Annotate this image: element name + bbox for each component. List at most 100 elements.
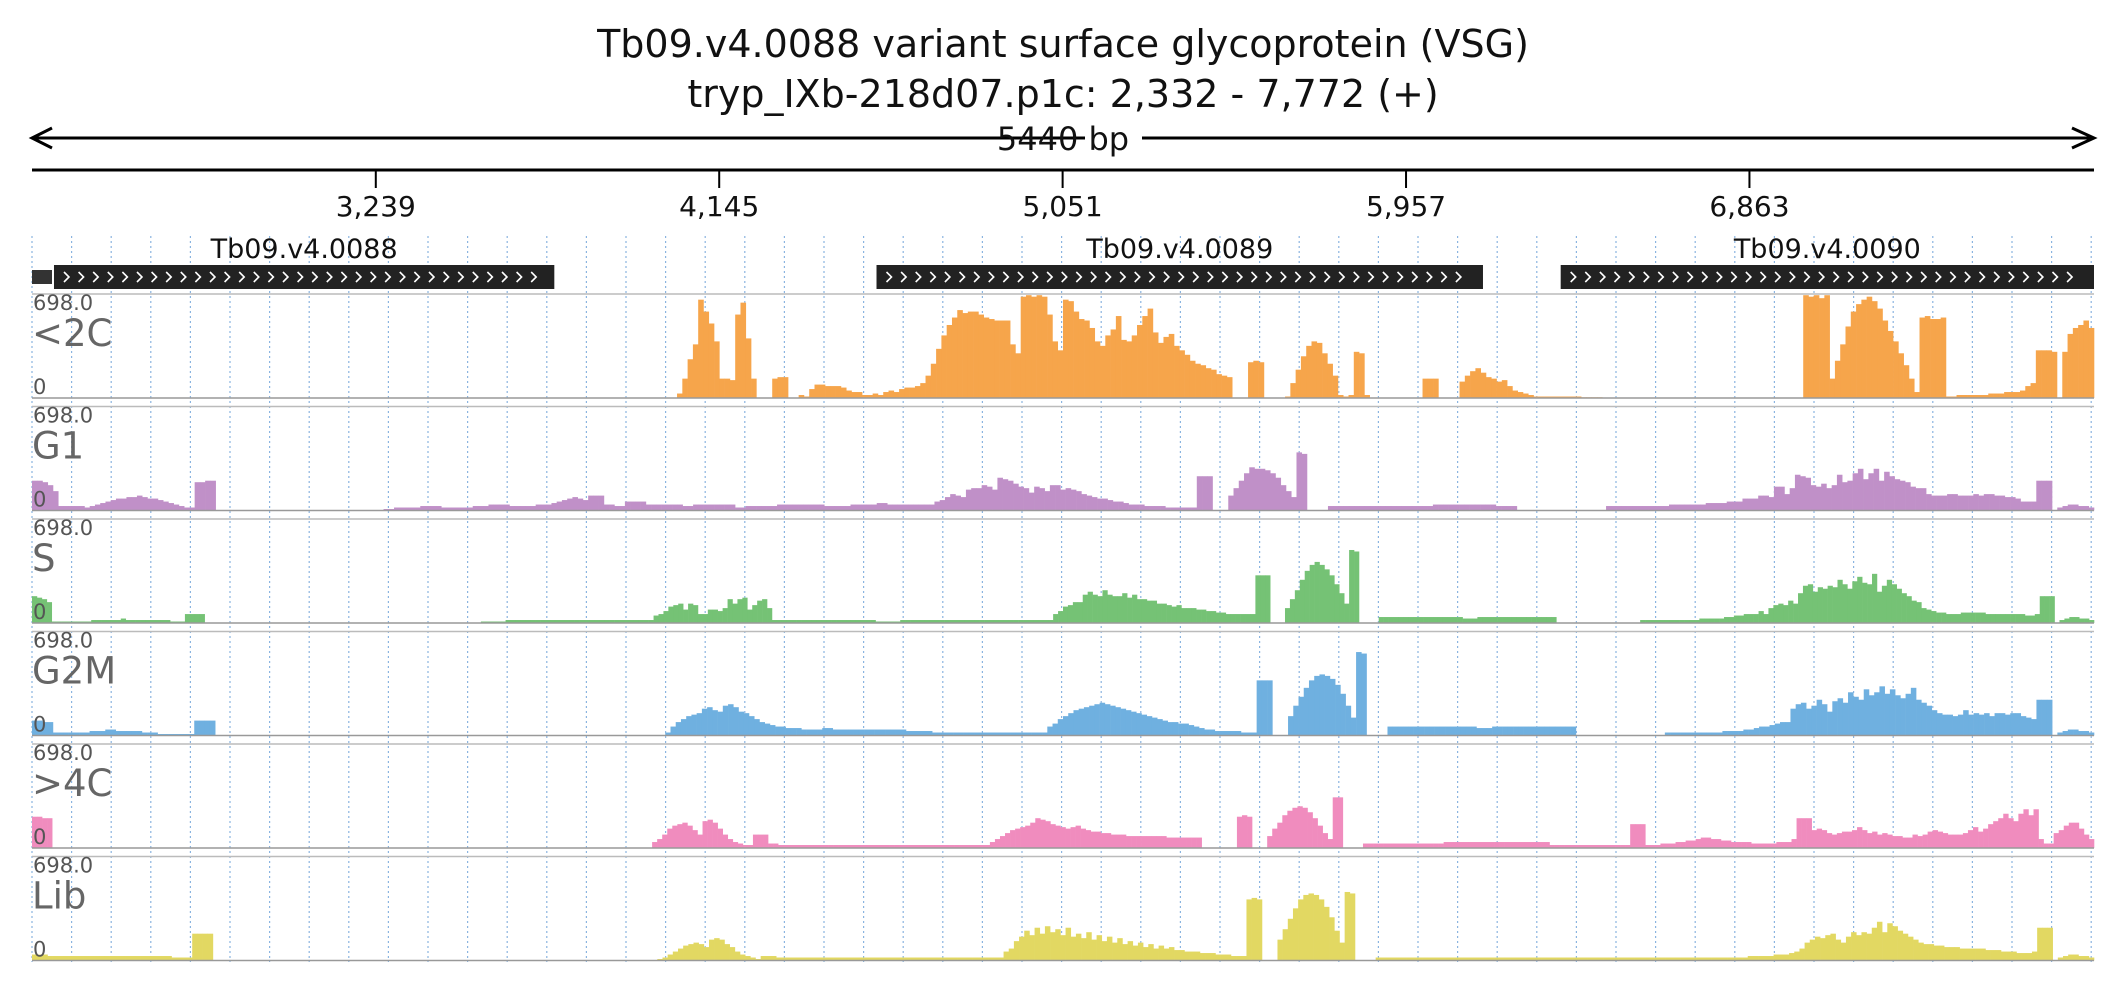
coverage-bar [1481,728,1488,736]
coverage-bar [1047,314,1053,398]
coverage-bar [905,957,911,961]
coverage-bar [1628,957,1635,961]
coverage-bar [1648,506,1654,511]
coverage-bar [1427,957,1433,961]
coverage-bar [1832,701,1838,736]
coverage-bar [1245,614,1251,623]
coverage-bar [1930,319,1936,398]
coverage-bar [2072,327,2079,398]
coverage-bar [1432,957,1438,961]
coverage-bar [1901,593,1907,623]
coverage-bar [1141,714,1148,736]
coverage-bar [1077,602,1084,623]
coverage-bar [2018,813,2024,848]
coverage-bar [1546,617,1552,623]
coverage-bar [165,620,171,623]
coverage-bar [673,605,679,623]
coverage-bar [1816,699,1823,736]
coverage-bar [1603,957,1609,961]
coverage-bar [1359,506,1365,511]
strand-arrow-icon [1002,271,1010,283]
strand-arrow-icon [516,271,523,283]
coverage-bar [984,620,990,623]
coverage-bar [1375,957,1382,961]
coverage-bar [1664,732,1671,736]
coverage-bar [947,732,954,736]
coverage-bar [1383,617,1389,623]
coverage-bar [1146,600,1153,623]
coverage-bar [68,732,75,736]
coverage-bar [1932,830,1939,848]
coverage-bar [1908,378,1915,398]
coverage-bar [1669,620,1675,623]
coverage-bar [2057,507,2063,511]
coverage-bar [889,845,895,848]
track-name-label: >4C [32,762,112,805]
coverage-bar [1438,843,1444,848]
coverage-bar [1993,393,2000,398]
strand-arrow-icon [2037,271,2045,283]
coverage-bar [83,956,90,961]
coverage-bar [1091,497,1098,511]
coverage-bar [1813,295,1820,398]
coverage-bar [732,603,738,623]
coverage-bar [1726,501,1733,511]
coverage-bar [786,957,792,961]
coverage-bar [199,720,205,736]
coverage-bar [879,729,886,736]
coverage-bar [1122,593,1128,623]
coverage-bar [788,845,794,848]
coverage-bar [899,389,905,398]
coverage-bar [1110,705,1116,736]
coverage-bar [546,504,552,511]
coverage-bar [1297,806,1303,848]
coverage-bar [493,504,500,511]
coverage-bar [658,614,664,623]
strand-arrow-icon [1920,271,1928,283]
coverage-bar [1539,842,1545,848]
coverage-bar [1689,504,1696,511]
coverage-bar [768,843,774,848]
coverage-bar [2038,839,2044,848]
coverage-bar [1988,393,1994,398]
coverage-bar [135,620,141,623]
coverage-bar [2063,825,2070,848]
coverage-bar [1413,617,1419,623]
coverage-bar [802,957,808,961]
coverage-bar [1965,612,1971,623]
coverage-bar [1246,899,1252,961]
coverage-bar [1506,506,1512,511]
coverage-bar [525,506,531,511]
coverage-bar [1195,363,1201,398]
coverage-bar [1964,948,1971,961]
coverage-bar [1931,710,1938,736]
coverage-bar [1020,827,1026,848]
coverage-bar [1427,378,1434,398]
coverage-bar [37,954,43,961]
coverage-bar [73,506,80,511]
coverage-bar [678,603,684,623]
coverage-bar [1857,468,1864,511]
coverage-bar [1065,927,1072,961]
coverage-bar [1809,939,1816,961]
coverage-bar [147,732,153,736]
coverage-bar [1085,830,1092,848]
coverage-bar [1324,569,1330,623]
coverage-bar [1078,708,1085,736]
coverage-bar [1863,689,1870,736]
coverage-bar [1060,935,1066,961]
coverage-bar [836,620,842,623]
coverage-bar [110,620,117,623]
coverage-bar [2083,320,2090,398]
coverage-bar [1010,830,1016,848]
coverage-bar [1962,495,1969,511]
coverage-bar [698,504,704,511]
coverage-bar [1700,504,1707,511]
coverage-bar [692,830,698,848]
coverage-bar [1092,594,1098,623]
coverage-bar [32,720,38,736]
coverage-bar [1147,308,1154,398]
coverage-bar [1041,296,1048,398]
coverage-bar [971,488,977,511]
